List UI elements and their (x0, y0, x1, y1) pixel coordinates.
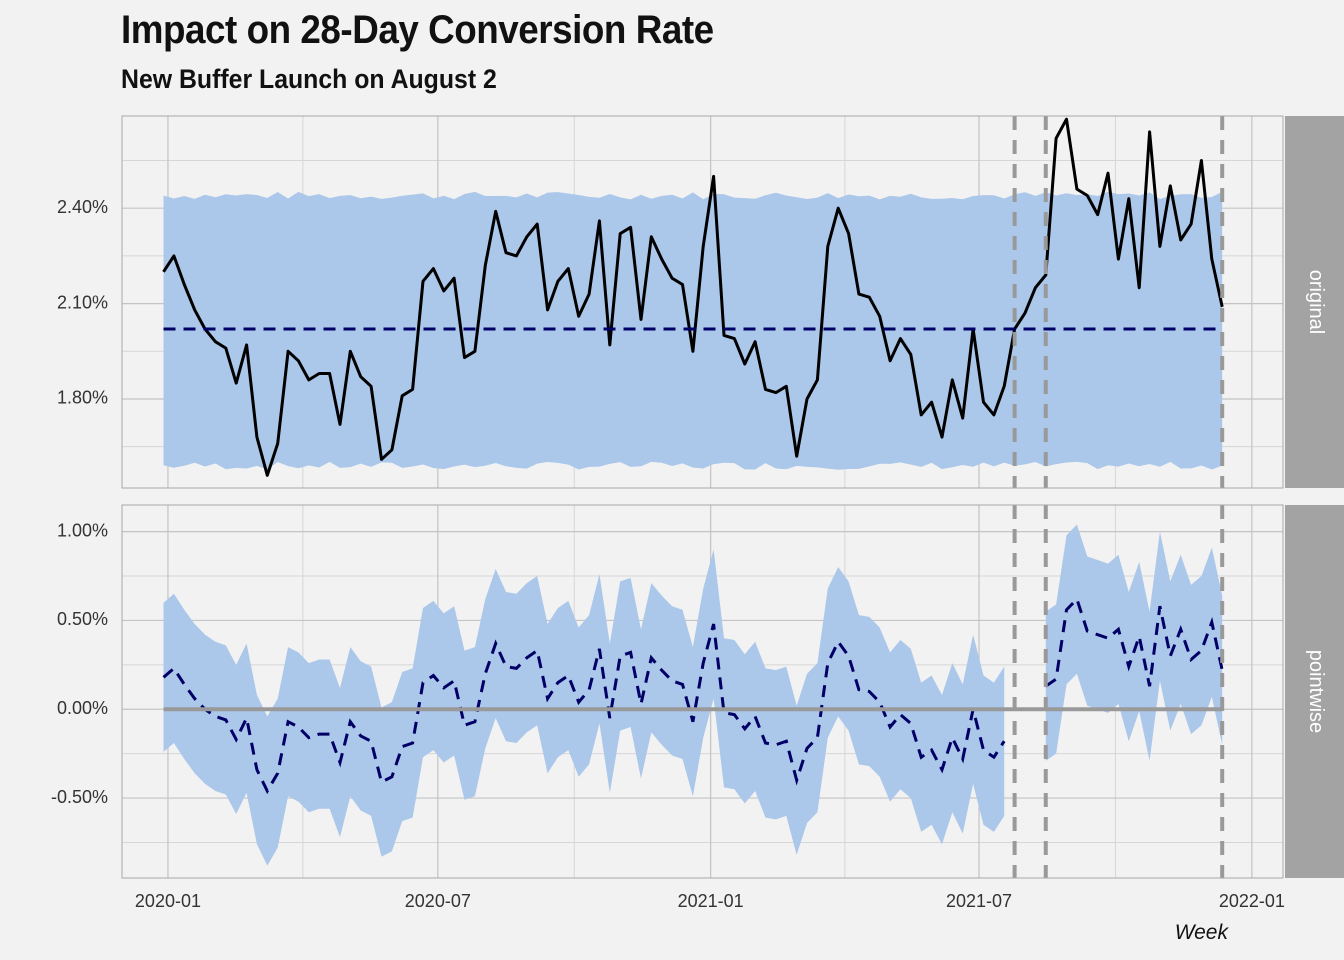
panel-original: original 1.80% 2.10% 2.40% (57, 115, 1344, 489)
x-tick-label: 2022-01 (1219, 891, 1285, 911)
facet-strip (1285, 116, 1344, 488)
y-tick-label: 0.50% (57, 609, 108, 629)
x-tick-label: 2020-07 (405, 891, 471, 911)
y-tick-label: 1.00% (57, 520, 108, 540)
chart-title: Impact on 28-Day Conversion Rate (121, 8, 714, 52)
y-tick-label: -0.50% (51, 787, 108, 807)
confidence-band-pointwise (1045, 524, 1223, 761)
panel-border (121, 504, 1284, 879)
x-tick-label: 2021-01 (678, 891, 744, 911)
confidence-band-original (163, 191, 1223, 470)
panel-border (121, 115, 1284, 489)
facet-strip-label: original (1305, 270, 1327, 334)
x-tick-label: 2020-01 (135, 891, 201, 911)
facet-strip-label: pointwise (1305, 650, 1327, 733)
y-tick-label: 2.40% (57, 197, 108, 217)
y-tick-label: 1.80% (57, 388, 108, 408)
x-tick-label: 2021-07 (946, 891, 1012, 911)
y-tick-label: 2.10% (57, 292, 108, 312)
pointwise-effect-line (162, 596, 1224, 795)
panel-pointwise: pointwise -0.50% 0.00% 0.50% 1.00% (51, 504, 1344, 879)
actual-line (162, 117, 1224, 477)
facet-strip (1285, 505, 1344, 878)
x-axis-label: Week (1175, 921, 1230, 944)
y-tick-label: 0.00% (57, 698, 108, 718)
x-axis: 2020-01 2020-07 2021-01 2021-07 2022-01 (135, 891, 1285, 911)
chart-subtitle: New Buffer Launch on August 2 (121, 64, 497, 94)
